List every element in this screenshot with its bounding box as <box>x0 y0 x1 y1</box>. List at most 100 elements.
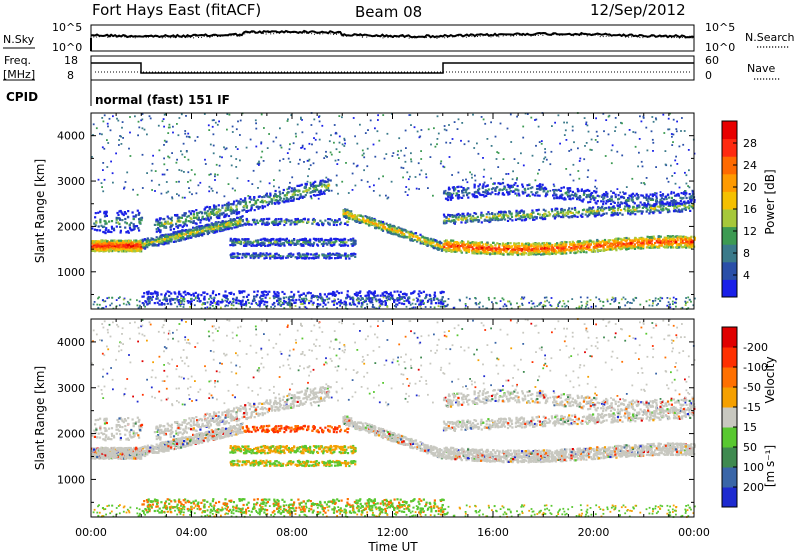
power-echo <box>403 295 406 299</box>
power-echo <box>159 225 162 228</box>
power-echo <box>646 246 649 249</box>
power-echo <box>265 221 268 224</box>
power-echo <box>516 245 519 248</box>
power-echo <box>323 183 326 186</box>
power-echo <box>286 255 289 258</box>
power-echo <box>368 297 371 300</box>
power-echo <box>549 213 552 216</box>
power-echo <box>218 293 221 296</box>
power-echo <box>517 214 520 217</box>
power-echo <box>405 235 408 238</box>
power-echo <box>219 228 222 232</box>
power-echo <box>204 224 207 227</box>
power-echo <box>688 237 691 240</box>
power-echo <box>324 180 327 183</box>
power-echo <box>673 238 676 241</box>
power-echo <box>187 214 190 218</box>
power-echo <box>250 198 253 201</box>
power-echo <box>461 243 464 246</box>
power-echo <box>128 224 131 227</box>
power-echo <box>389 296 392 300</box>
power-echo <box>213 296 216 299</box>
power-echo <box>196 212 199 215</box>
power-echo <box>348 303 352 306</box>
power-echo <box>299 195 302 198</box>
power-echo <box>528 252 531 255</box>
power-echo <box>94 246 97 249</box>
power-echo <box>152 242 155 245</box>
power-echo <box>134 225 137 228</box>
power-echo <box>330 256 333 260</box>
power-echo <box>471 252 474 255</box>
power-echo <box>283 223 286 227</box>
power-echo <box>295 298 298 302</box>
power-echo <box>630 211 633 214</box>
power-echo <box>400 302 403 305</box>
power-echo <box>306 292 309 295</box>
power-echo <box>637 244 640 247</box>
power-echo <box>253 196 256 199</box>
power-echo <box>316 303 319 306</box>
power-echo <box>522 247 525 250</box>
power-echo <box>282 255 285 258</box>
power-echo <box>371 298 374 301</box>
power-echo <box>537 252 540 255</box>
power-echo <box>259 300 262 303</box>
power-echo <box>670 243 673 247</box>
power-echo <box>302 220 305 224</box>
power-echo <box>273 257 276 260</box>
power-echo <box>172 228 176 231</box>
power-echo <box>290 255 293 258</box>
power-echo <box>361 302 364 305</box>
power-echo <box>569 210 572 213</box>
power-echo <box>304 294 307 297</box>
power-echo <box>130 221 133 224</box>
power-echo <box>220 212 223 215</box>
power-echo <box>147 244 151 247</box>
power-echo <box>343 215 346 218</box>
power-echo <box>539 247 542 250</box>
power-echo <box>245 218 248 221</box>
power-echo <box>419 303 422 306</box>
power-echo <box>679 238 683 241</box>
power-echo <box>125 246 128 249</box>
power-echo <box>192 213 196 216</box>
power-echo <box>134 215 137 218</box>
power-echo <box>130 243 133 246</box>
power-echo <box>229 224 232 228</box>
power-echo <box>589 239 592 242</box>
power-echo <box>164 220 167 223</box>
power-echo <box>131 244 134 247</box>
power-echo <box>194 291 197 294</box>
power-echo <box>310 191 313 194</box>
power-echo <box>195 209 198 212</box>
power-echo <box>589 243 592 246</box>
power-echo <box>564 246 567 249</box>
power-echo <box>547 245 550 249</box>
power-echo <box>260 218 263 221</box>
power-echo <box>499 252 502 255</box>
power-echo <box>239 224 242 227</box>
power-echo <box>382 225 385 228</box>
power-echo <box>550 248 553 251</box>
power-echo <box>386 296 389 299</box>
power-echo <box>327 184 330 187</box>
power-echo <box>243 208 246 211</box>
power-echo <box>328 254 331 257</box>
power-echo <box>229 210 232 213</box>
power-echo <box>319 238 323 241</box>
power-echo <box>261 290 264 294</box>
power-echo <box>399 231 402 234</box>
power-echo <box>333 299 336 302</box>
power-echo <box>99 218 102 221</box>
power-echo <box>209 216 212 219</box>
power-echo <box>459 244 462 248</box>
power-echo <box>602 240 605 243</box>
power-echo <box>225 300 229 303</box>
power-echo <box>290 241 293 244</box>
power-echo <box>460 221 463 224</box>
power-echo <box>277 303 280 306</box>
power-echo <box>184 237 187 240</box>
power-echo <box>316 244 320 247</box>
power-echo <box>570 247 573 250</box>
